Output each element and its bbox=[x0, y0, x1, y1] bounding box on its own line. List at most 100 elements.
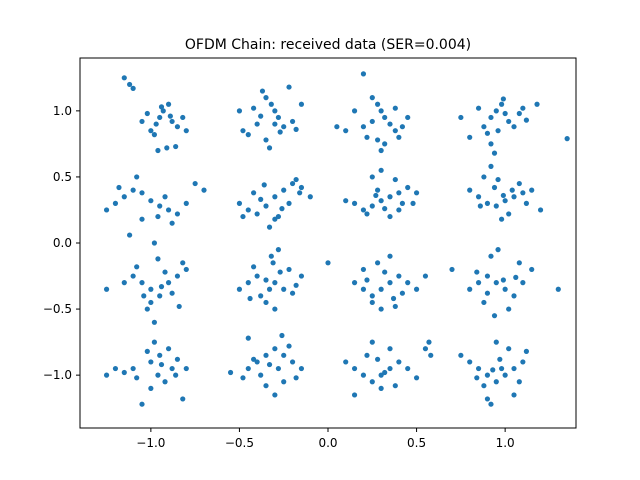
data-point bbox=[399, 290, 405, 296]
data-point bbox=[236, 108, 243, 114]
data-point bbox=[387, 213, 393, 220]
data-point bbox=[103, 207, 110, 213]
data-point bbox=[364, 211, 370, 217]
y-axis: −1.0 −0.5 0.0 0.5 1.0 bbox=[43, 104, 80, 382]
data-point bbox=[289, 180, 296, 187]
data-point bbox=[325, 260, 331, 266]
data-point bbox=[155, 213, 161, 220]
data-point bbox=[139, 118, 145, 125]
data-point bbox=[112, 365, 119, 372]
data-point bbox=[298, 273, 305, 279]
data-point bbox=[516, 379, 522, 385]
data-point bbox=[375, 356, 381, 362]
data-point bbox=[413, 190, 420, 196]
data-point bbox=[467, 359, 473, 365]
x-tick-label: 0.0 bbox=[318, 436, 337, 450]
data-point bbox=[183, 266, 189, 273]
data-point bbox=[263, 137, 269, 143]
data-point bbox=[484, 130, 491, 136]
data-point bbox=[298, 101, 305, 107]
data-point bbox=[382, 114, 388, 121]
data-point bbox=[493, 339, 499, 345]
data-point bbox=[173, 143, 179, 150]
data-point bbox=[165, 207, 172, 213]
data-point bbox=[298, 184, 305, 191]
data-point bbox=[520, 359, 526, 365]
data-point bbox=[251, 356, 257, 362]
data-point bbox=[375, 137, 381, 143]
data-point bbox=[351, 280, 358, 286]
data-point bbox=[272, 194, 278, 200]
data-point bbox=[153, 121, 159, 127]
data-point bbox=[493, 108, 499, 114]
data-point bbox=[523, 117, 530, 123]
data-point bbox=[275, 114, 281, 121]
data-point bbox=[192, 180, 198, 187]
data-point bbox=[502, 372, 508, 378]
data-point bbox=[484, 273, 491, 279]
data-point bbox=[169, 290, 175, 296]
data-point bbox=[148, 128, 154, 134]
data-point bbox=[475, 280, 482, 286]
data-point bbox=[293, 176, 299, 183]
data-point bbox=[488, 253, 494, 259]
data-point bbox=[148, 359, 154, 365]
data-points bbox=[103, 71, 570, 407]
data-point bbox=[263, 299, 269, 306]
data-point bbox=[369, 299, 375, 306]
data-point bbox=[405, 184, 411, 191]
data-point bbox=[529, 187, 535, 193]
data-point bbox=[139, 401, 145, 407]
data-point bbox=[422, 346, 429, 352]
data-point bbox=[240, 213, 246, 220]
y-tick-label: −0.5 bbox=[43, 302, 72, 316]
data-point bbox=[270, 260, 276, 266]
data-point bbox=[382, 369, 388, 376]
data-point bbox=[298, 365, 305, 372]
data-point bbox=[475, 105, 482, 111]
data-point bbox=[148, 299, 154, 306]
data-point bbox=[392, 303, 398, 310]
y-tick-label: 1.0 bbox=[53, 104, 72, 118]
data-point bbox=[428, 352, 434, 358]
data-point bbox=[481, 124, 487, 130]
data-point bbox=[488, 114, 494, 121]
data-point bbox=[500, 96, 506, 102]
data-point bbox=[162, 194, 168, 200]
data-point bbox=[360, 266, 367, 273]
data-point bbox=[474, 269, 480, 275]
data-point bbox=[488, 401, 494, 407]
data-point bbox=[130, 365, 136, 372]
data-point bbox=[495, 176, 501, 183]
data-point bbox=[387, 121, 393, 127]
data-point bbox=[254, 359, 260, 365]
data-point bbox=[506, 346, 512, 352]
data-point bbox=[148, 385, 154, 391]
data-point bbox=[467, 187, 473, 193]
data-point bbox=[369, 379, 375, 385]
x-tick-label: −1.0 bbox=[136, 436, 165, 450]
data-point bbox=[286, 343, 292, 349]
data-point bbox=[121, 369, 127, 376]
data-point bbox=[509, 187, 515, 193]
data-point bbox=[360, 71, 367, 77]
data-point bbox=[275, 213, 281, 220]
data-point bbox=[139, 280, 145, 286]
data-point bbox=[475, 365, 482, 372]
data-point bbox=[378, 167, 384, 173]
data-point bbox=[263, 95, 269, 101]
data-point bbox=[410, 200, 416, 206]
data-point bbox=[399, 200, 405, 206]
data-point bbox=[157, 203, 163, 209]
data-point bbox=[258, 293, 264, 299]
data-point bbox=[162, 269, 168, 275]
data-point bbox=[369, 293, 375, 299]
data-point bbox=[155, 256, 161, 262]
data-point bbox=[484, 372, 491, 378]
data-point bbox=[272, 306, 278, 312]
data-point bbox=[516, 180, 522, 187]
data-point bbox=[236, 200, 243, 206]
data-point bbox=[121, 194, 127, 200]
